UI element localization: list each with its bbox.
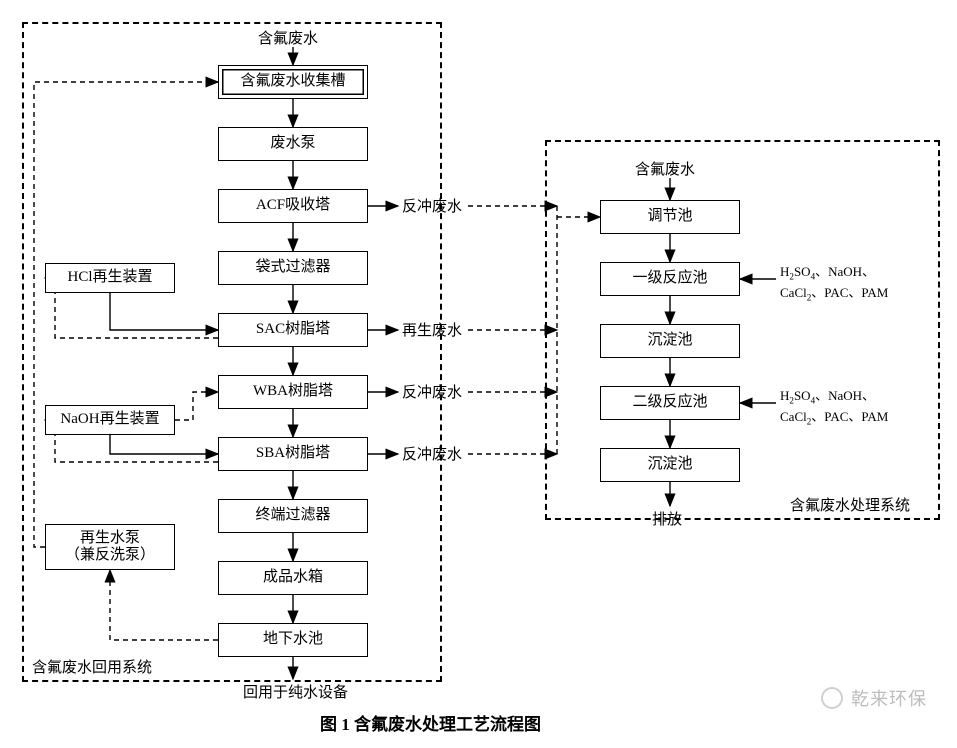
flowchart-canvas: 含氟废水回用系统 含氟废水处理系统 含氟废水收集槽废水泵 ACF吸收塔袋式过滤器 SAC…	[0, 0, 957, 748]
node-R0: 调节池	[600, 200, 740, 234]
node-L3: 袋式过滤器	[218, 251, 368, 285]
node-L2: ACF吸收塔	[218, 189, 368, 223]
chem-R1: H2SO4、NaOH、CaCl2、PAC、PAM	[780, 261, 888, 302]
right-bottom-output: 排放	[652, 508, 682, 529]
node-R2: 沉淀池	[600, 324, 740, 358]
node-L9: 地下水池	[218, 623, 368, 657]
node-A2: NaOH再生装置	[45, 405, 175, 435]
crosslabel-L2: 反冲废水	[402, 195, 462, 216]
node-R4: 沉淀池	[600, 448, 740, 482]
crosslabel-L5: 反冲废水	[402, 381, 462, 402]
system-left-label: 含氟废水回用系统	[32, 656, 152, 677]
crosslabel-L4: 再生废水	[402, 319, 462, 340]
node-L0: 含氟废水收集槽	[218, 65, 368, 99]
watermark-logo-icon	[821, 687, 843, 709]
node-L4: SAC树脂塔	[218, 313, 368, 347]
node-R1: 一级反应池	[600, 262, 740, 296]
node-A1: HCl再生装置	[45, 263, 175, 293]
watermark: 乾来环保	[821, 685, 927, 711]
node-R3: 二级反应池	[600, 386, 740, 420]
node-L7: 终端过滤器	[218, 499, 368, 533]
figure-caption: 图 1 含氟废水处理工艺流程图	[320, 710, 541, 735]
right-top-input: 含氟废水	[635, 158, 695, 179]
watermark-text: 乾来环保	[851, 685, 927, 711]
system-right-label: 含氟废水处理系统	[790, 494, 910, 515]
node-L8: 成品水箱	[218, 561, 368, 595]
node-A3: 再生水泵（兼反洗泵）	[45, 524, 175, 570]
node-L1: 废水泵	[218, 127, 368, 161]
node-L6: SBA树脂塔	[218, 437, 368, 471]
node-L5: WBA树脂塔	[218, 375, 368, 409]
left-top-input: 含氟废水	[258, 27, 318, 48]
left-bottom-output: 回用于纯水设备	[243, 681, 348, 702]
chem-R3: H2SO4、NaOH、CaCl2、PAC、PAM	[780, 385, 888, 426]
crosslabel-L6: 反冲废水	[402, 443, 462, 464]
